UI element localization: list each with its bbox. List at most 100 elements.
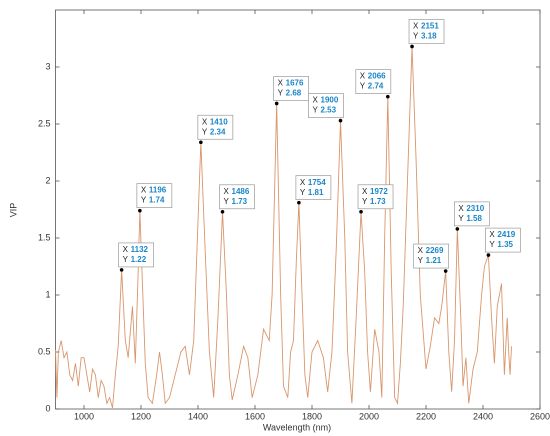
datatip-x-label: X xyxy=(418,246,424,255)
datatip-y-value: 3.18 xyxy=(421,32,437,41)
datatip-x-value: 2310 xyxy=(466,204,484,213)
datatip-marker xyxy=(199,140,203,145)
datatip-y-label: Y xyxy=(300,188,306,197)
datatip-y-value: 2.74 xyxy=(368,82,384,91)
datatip-box xyxy=(408,19,445,44)
datatip-x-value: 1676 xyxy=(286,79,304,88)
datatip-x-label: X xyxy=(202,117,208,126)
datatip-marker xyxy=(338,118,343,123)
datatip-marker xyxy=(455,227,460,231)
datatip-box xyxy=(295,175,332,201)
datatip-y-label: Y xyxy=(418,256,424,265)
datatip-marker xyxy=(410,44,414,49)
x-tick-label: 2600 xyxy=(530,411,550,421)
datatip-box xyxy=(273,76,310,101)
datatip-x-label: X xyxy=(360,72,366,81)
datatip-marker xyxy=(119,268,124,272)
y-tick-label: 1 xyxy=(45,289,50,299)
datatip-x-label: X xyxy=(141,186,147,195)
x-tick-label: 2400 xyxy=(473,411,493,421)
datatip-y-value: 1.74 xyxy=(149,196,165,205)
y-tick-label: 2.5 xyxy=(38,118,51,128)
datatip-y-value: 1.73 xyxy=(370,197,386,206)
datatip-box xyxy=(454,201,490,227)
datatip-y-label: Y xyxy=(202,127,208,136)
datatip-marker xyxy=(274,101,279,106)
spectrum-line xyxy=(55,46,512,408)
datatip-box xyxy=(219,184,255,210)
datatip-x-value: 2269 xyxy=(426,246,444,255)
datatip-x-label: X xyxy=(458,204,464,213)
datatip-box xyxy=(136,183,173,208)
datatip-box xyxy=(197,114,234,140)
datatip-marker xyxy=(297,200,301,205)
datatip-y-label: Y xyxy=(123,255,129,264)
datatip-x-value: 1486 xyxy=(232,187,250,196)
x-tick-label: 1800 xyxy=(302,411,322,421)
datatip-box xyxy=(355,69,392,94)
datatip-x-value: 1754 xyxy=(308,178,326,187)
datatip-box xyxy=(485,227,521,253)
datatip-x-label: X xyxy=(313,96,319,105)
datatip-x-label: X xyxy=(413,22,419,31)
datatip-y-value: 2.68 xyxy=(286,89,302,98)
datatip-x-label: X xyxy=(278,79,284,88)
datatip-x-value: 1972 xyxy=(370,187,388,196)
datatip-y-label: Y xyxy=(458,214,464,223)
datatip-x-label: X xyxy=(123,245,129,254)
datatip-y-label: Y xyxy=(413,32,419,41)
x-axis-label: Wavelength (nm) xyxy=(263,422,331,432)
datatip-y-label: Y xyxy=(360,82,366,91)
datatip-marker xyxy=(486,253,491,257)
x-tick-label: 1600 xyxy=(245,411,265,421)
datatip-y-label: Y xyxy=(141,196,147,205)
y-axis-label: VIP xyxy=(8,203,18,218)
datatip-x-value: 1196 xyxy=(149,186,167,195)
y-tick-label: 2 xyxy=(45,175,50,185)
datatip-box xyxy=(308,93,344,118)
x-tick-label: 2200 xyxy=(416,411,436,421)
datatip-x-value: 2066 xyxy=(368,72,386,81)
datatip-box xyxy=(413,243,450,269)
datatip-marker xyxy=(138,208,142,213)
datatip-x-label: X xyxy=(224,187,230,196)
y-tick-label: 3 xyxy=(45,61,50,71)
datatip-y-value: 1.35 xyxy=(497,240,513,249)
datatip-marker xyxy=(359,209,363,214)
datatip-box xyxy=(357,184,394,210)
datatip-marker xyxy=(443,269,448,273)
datatip-x-value: 2419 xyxy=(497,230,515,239)
datatip-box xyxy=(118,242,154,268)
datatip-y-value: 1.81 xyxy=(308,188,324,197)
datatip-y-label: Y xyxy=(313,106,319,115)
datatip-y-value: 2.53 xyxy=(321,106,337,115)
y-tick-label: 0.5 xyxy=(38,346,51,356)
datatip-x-value: 1132 xyxy=(131,245,149,254)
datatip-x-value: 1900 xyxy=(321,96,339,105)
datatip-x-value: 1410 xyxy=(210,117,228,126)
datatip-y-label: Y xyxy=(278,89,284,98)
y-tick-label: 1.5 xyxy=(38,232,51,242)
x-tick-label: 1400 xyxy=(188,411,208,421)
datatip-x-label: X xyxy=(362,187,368,196)
datatip-marker xyxy=(386,94,390,99)
datatip-x-label: X xyxy=(489,230,495,239)
x-tick-label: 2000 xyxy=(359,411,379,421)
datatip-y-value: 1.22 xyxy=(131,255,147,264)
datatip-y-label: Y xyxy=(489,240,495,249)
datatip-y-label: Y xyxy=(362,197,368,206)
datatip-y-value: 2.34 xyxy=(210,127,226,136)
datatip-x-value: 2151 xyxy=(421,22,439,31)
